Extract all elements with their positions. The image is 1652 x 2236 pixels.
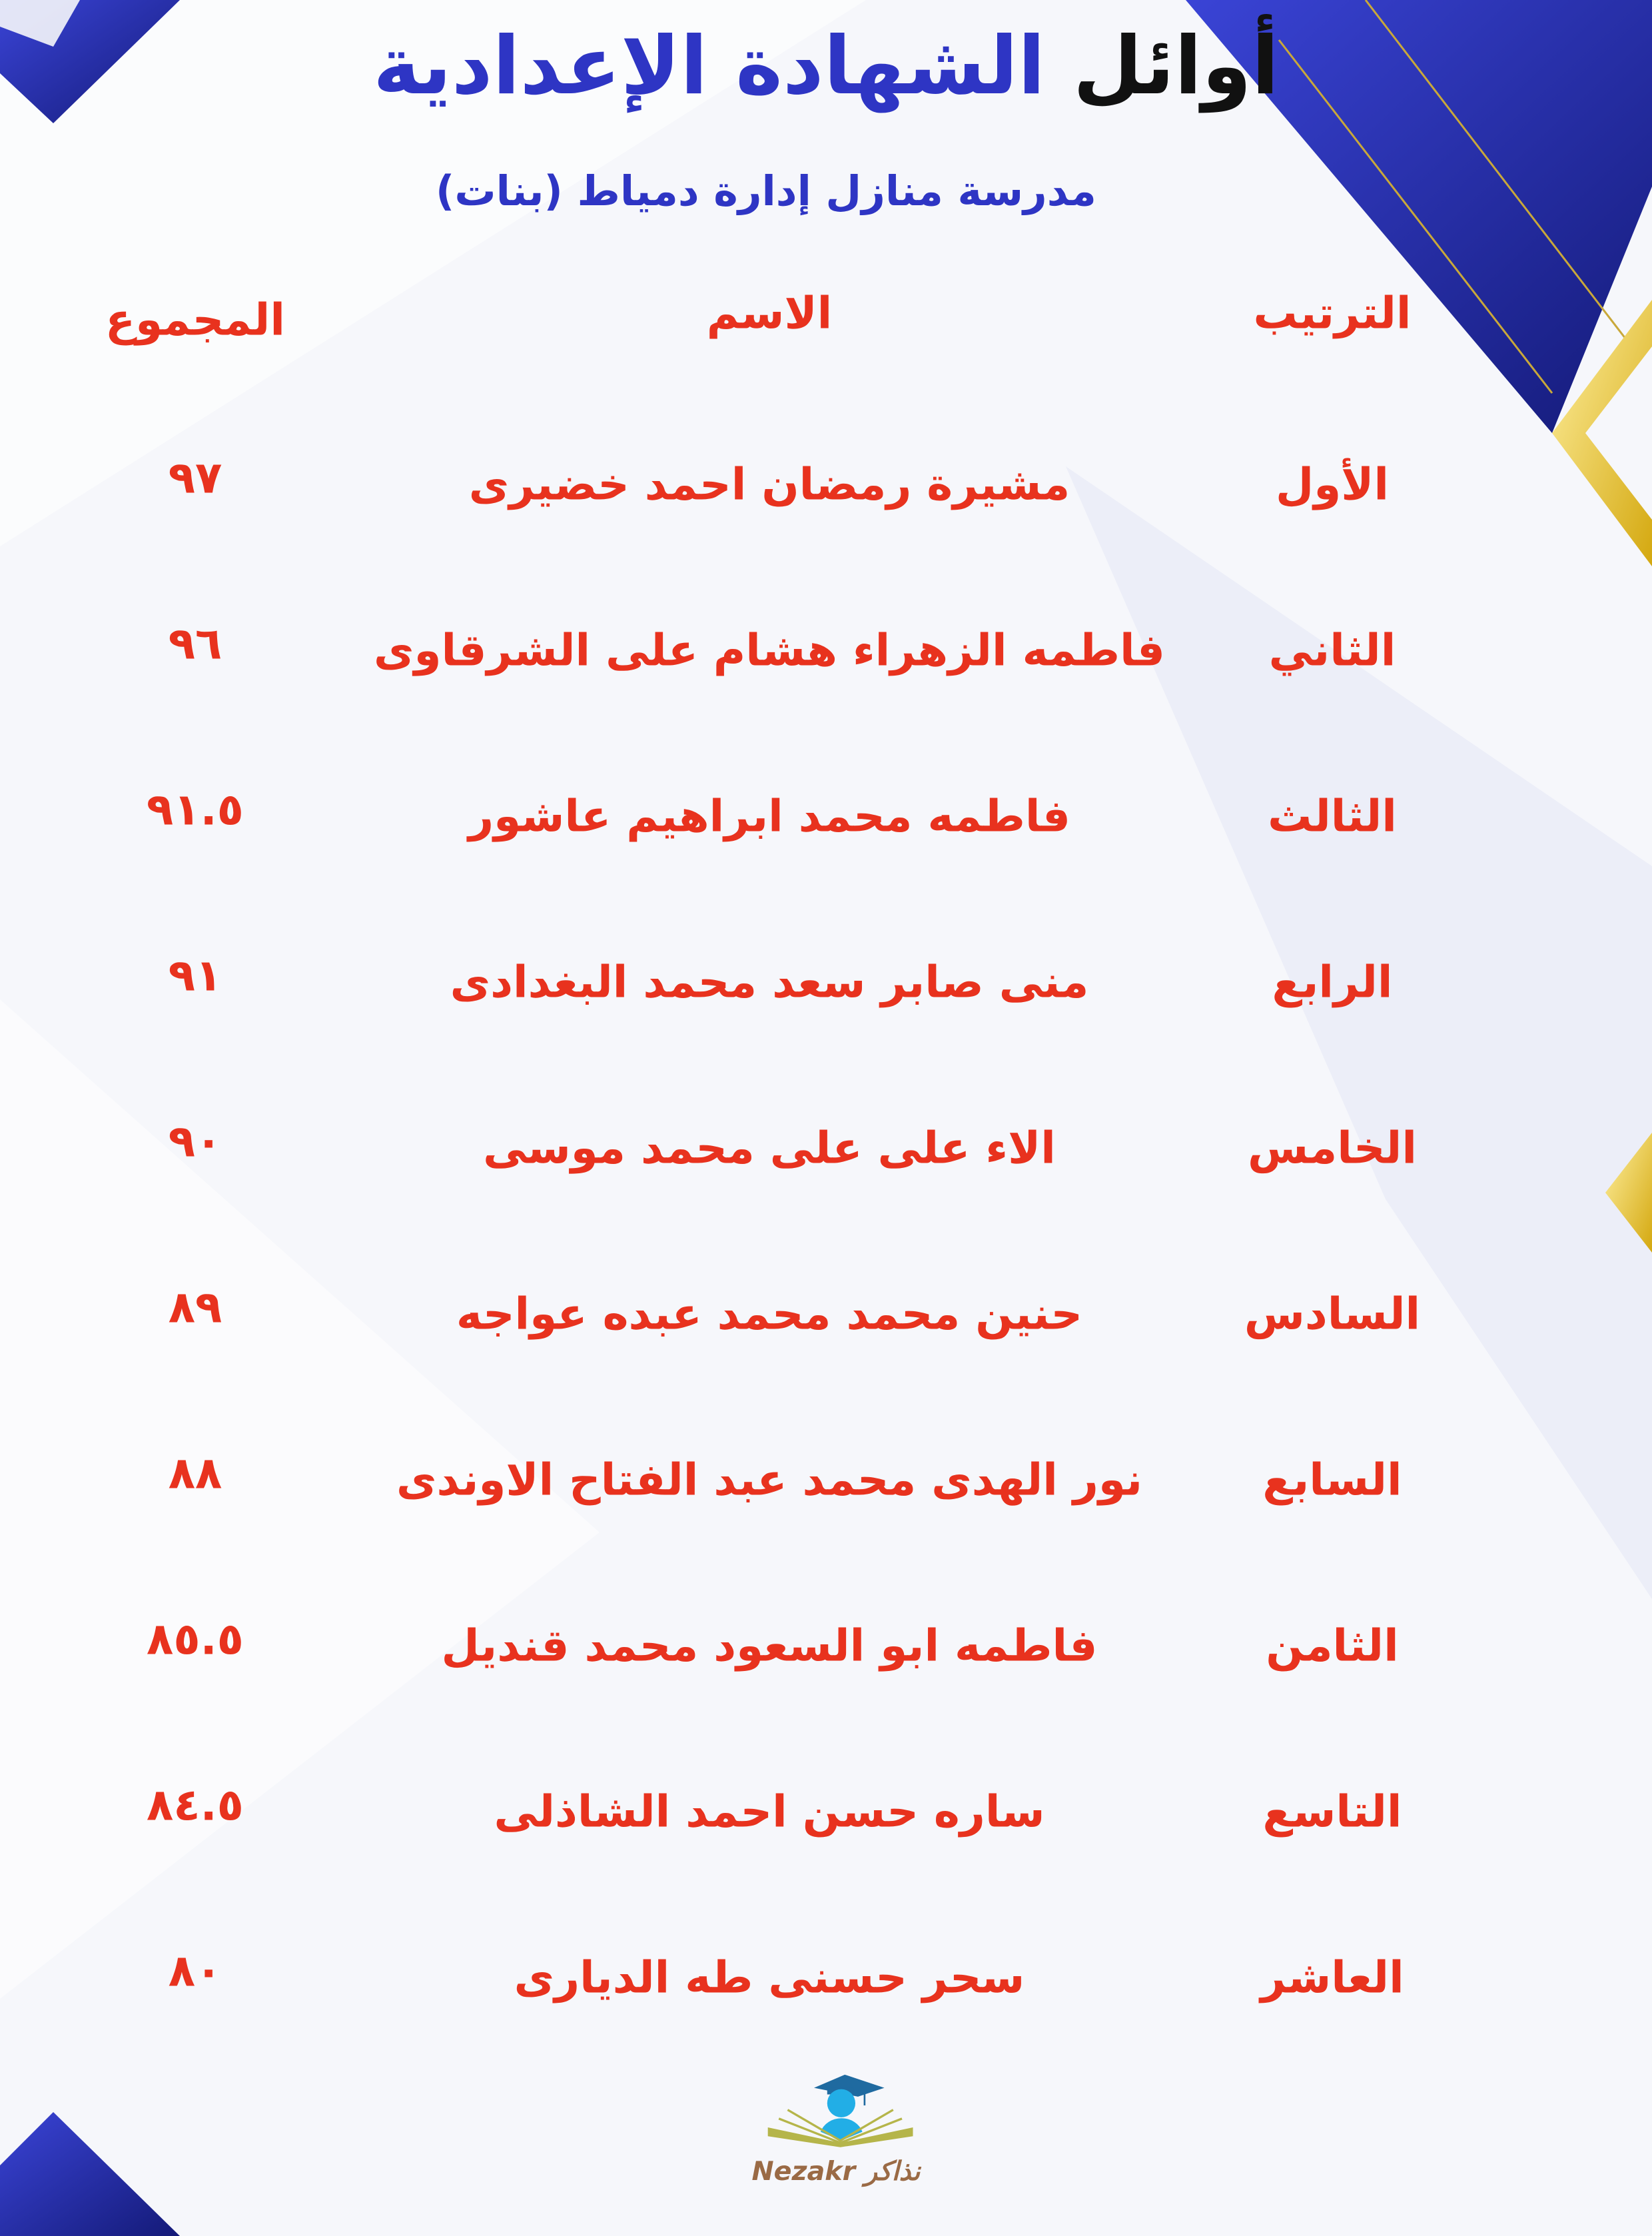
rank-cell: العاشر [1260, 1952, 1404, 2003]
header-rank: الترتيب [1253, 287, 1412, 339]
name-cell: فاطمه ابو السعود محمد قنديل [441, 1620, 1098, 1672]
total-cell: ٩٠ [168, 1115, 222, 1167]
total-cell: ٩١.٥ [147, 784, 244, 836]
total-cell: ٨٩ [168, 1281, 222, 1333]
title-part2: الشهادة الإعدادية [373, 20, 1046, 113]
rank-cell: الخامس [1248, 1122, 1417, 1174]
rank-cell: الثالث [1268, 790, 1397, 842]
school-subtitle: مدرسة منازل إدارة دمياط (بنات) [436, 167, 1096, 215]
title-part1: أوائل [1072, 20, 1279, 113]
total-cell: ٩١ [168, 949, 222, 1001]
page-title: أوائل الشهادة الإعدادية [0, 20, 1652, 113]
rank-cell: الثاني [1268, 624, 1396, 676]
name-cell: فاطمه الزهراء هشام على الشرقاوى [374, 624, 1165, 676]
rank-cell: السادس [1244, 1288, 1421, 1340]
rank-cell: التاسع [1262, 1786, 1402, 1838]
name-cell: حنين محمد محمد عبده عواجه [456, 1288, 1083, 1340]
rank-cell: الثامن [1266, 1620, 1399, 1672]
logo-text: Nezakr نذاكر [752, 2156, 922, 2187]
total-cell: ٨٨ [168, 1447, 222, 1499]
name-cell: الاء على على محمد موسى [483, 1122, 1056, 1174]
total-cell: ٨٤.٥ [147, 1779, 244, 1831]
total-cell: ٩٧ [168, 452, 222, 504]
header-total: المجموع [105, 294, 285, 346]
total-cell: ٩٦ [168, 618, 222, 670]
total-cell: ٨٥.٥ [147, 1613, 244, 1665]
rank-cell: السابع [1262, 1454, 1402, 1506]
nezakr-logo: Nezakr نذاكر [752, 2074, 922, 2187]
name-cell: مشيرة رمضان احمد خضيرى [468, 458, 1070, 510]
name-cell: منى صابر سعد محمد البغدادى [450, 956, 1089, 1008]
name-cell: ساره حسن احمد الشاذلى [494, 1786, 1045, 1838]
name-cell: فاطمه محمد ابراهيم عاشور [468, 790, 1070, 842]
rank-cell: الأول [1275, 458, 1390, 510]
header-name: الاسم [706, 287, 833, 339]
name-cell: سحر حسنى طه الديارى [514, 1952, 1025, 2003]
total-cell: ٨٠ [168, 1945, 222, 1997]
rank-cell: الرابع [1272, 956, 1393, 1008]
name-cell: نور الهدى محمد عبد الفتاح الاوندى [396, 1454, 1142, 1506]
